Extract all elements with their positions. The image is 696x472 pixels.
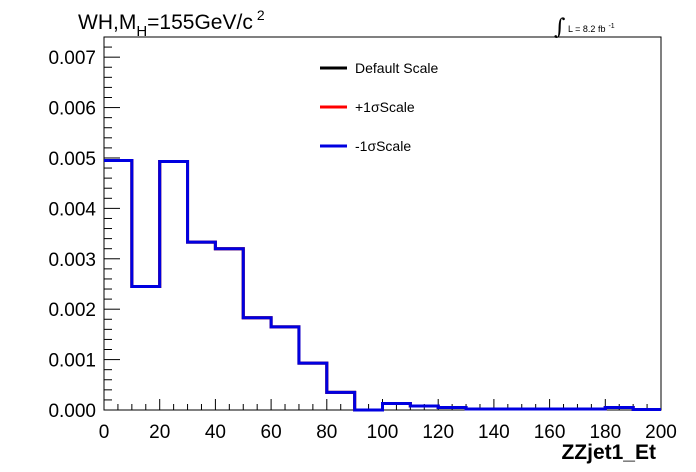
- x-tick-label: 180: [589, 422, 621, 443]
- lumi-exponent: -1: [608, 23, 614, 30]
- legend-label: Default Scale: [355, 60, 438, 76]
- series-layer: [104, 158, 661, 412]
- y-tick-label: 0.005: [48, 149, 96, 170]
- y-tick-label: 0.007: [48, 48, 96, 69]
- x-tick-label: 200: [645, 422, 677, 443]
- x-tick-label: 40: [205, 422, 226, 443]
- y-tick-label: 0.001: [48, 351, 96, 372]
- chart-title: WH,MH=155GeV/c 2: [78, 7, 265, 40]
- y-tick-label: 0.006: [48, 99, 96, 120]
- lumi-value: L = 8.2 fb: [568, 24, 605, 34]
- legend-label: +1σScale: [355, 99, 415, 115]
- x-tick-label: 60: [261, 422, 282, 443]
- integral-sign: ∫: [554, 15, 566, 40]
- x-axis-label: ZZjet1_Et: [561, 441, 656, 464]
- x-tick-label: 120: [422, 422, 454, 443]
- x-tick-label: 0: [99, 422, 110, 443]
- y-tick-label: 0.004: [48, 199, 96, 220]
- legend-label: -1σScale: [355, 138, 411, 154]
- luminosity-label: ∫ L = 8.2 fb -1: [554, 15, 615, 40]
- series-line-2: [104, 158, 661, 412]
- y-tick-label: 0.000: [48, 401, 96, 422]
- x-tick-label: 100: [367, 422, 399, 443]
- x-tick-label: 140: [478, 422, 510, 443]
- x-tick-label: 80: [316, 422, 337, 443]
- svg-text:L = 8.2 fb-1: L = 8.2 fb -1: [568, 23, 615, 34]
- y-tick-label: 0.003: [48, 250, 96, 271]
- x-tick-label: 20: [149, 422, 170, 443]
- y-axis: 0.000 0.001 0.002 0.003 0.004 0.005 0.006 0.007: [48, 36, 120, 422]
- y-tick-label: 0.002: [48, 300, 96, 321]
- x-axis: 0 20 40 60 80 100 120 140 160 180 200: [99, 399, 677, 443]
- legend: Default Scale +1σScale -1σScale: [320, 60, 438, 154]
- x-tick-label: 160: [534, 422, 566, 443]
